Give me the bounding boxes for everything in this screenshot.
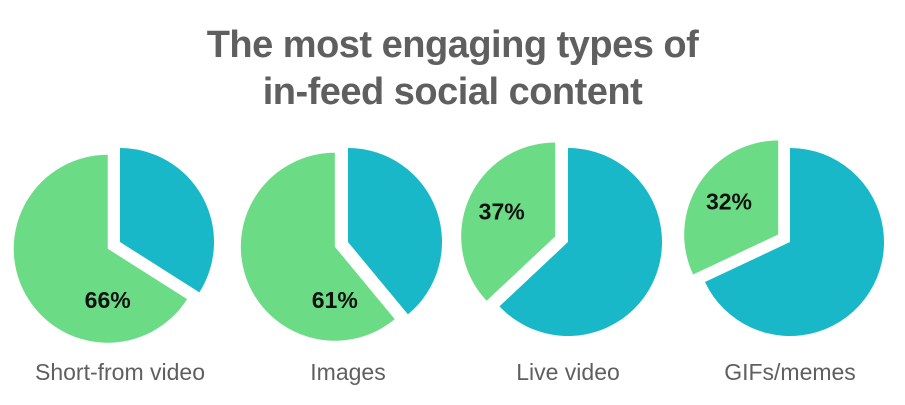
chart-title: The most engaging types of in-feed socia… bbox=[0, 22, 905, 116]
pie-gifs-memes: 32% GIFs/memes bbox=[684, 140, 885, 385]
category-label: Live video bbox=[516, 359, 620, 385]
pie-slice-rest bbox=[499, 148, 663, 337]
data-label: 66% bbox=[85, 287, 131, 313]
pie-slice-value bbox=[684, 140, 779, 275]
chart-title-line-1: The most engaging types of bbox=[206, 24, 699, 66]
pie-slice-rest bbox=[120, 148, 215, 293]
category-label: Images bbox=[310, 359, 385, 385]
data-label: 37% bbox=[479, 198, 525, 224]
category-label: GIFs/memes bbox=[724, 359, 856, 385]
pie-slice-value bbox=[13, 154, 188, 343]
data-label: 61% bbox=[312, 287, 358, 313]
pie-short-from-video: 66% Short-from video bbox=[13, 148, 215, 385]
pie-slice-value bbox=[240, 152, 395, 341]
pie-slice-rest bbox=[704, 148, 885, 336]
pie-slice-rest bbox=[348, 148, 443, 315]
category-label: Short-from video bbox=[35, 359, 205, 385]
pie-slice-value bbox=[461, 142, 556, 301]
chart-title-line-2: in-feed social content bbox=[262, 71, 643, 113]
pie-live-video: 37% Live video bbox=[461, 142, 663, 385]
pie-images: 61% Images bbox=[240, 148, 443, 385]
data-label: 32% bbox=[706, 188, 752, 214]
